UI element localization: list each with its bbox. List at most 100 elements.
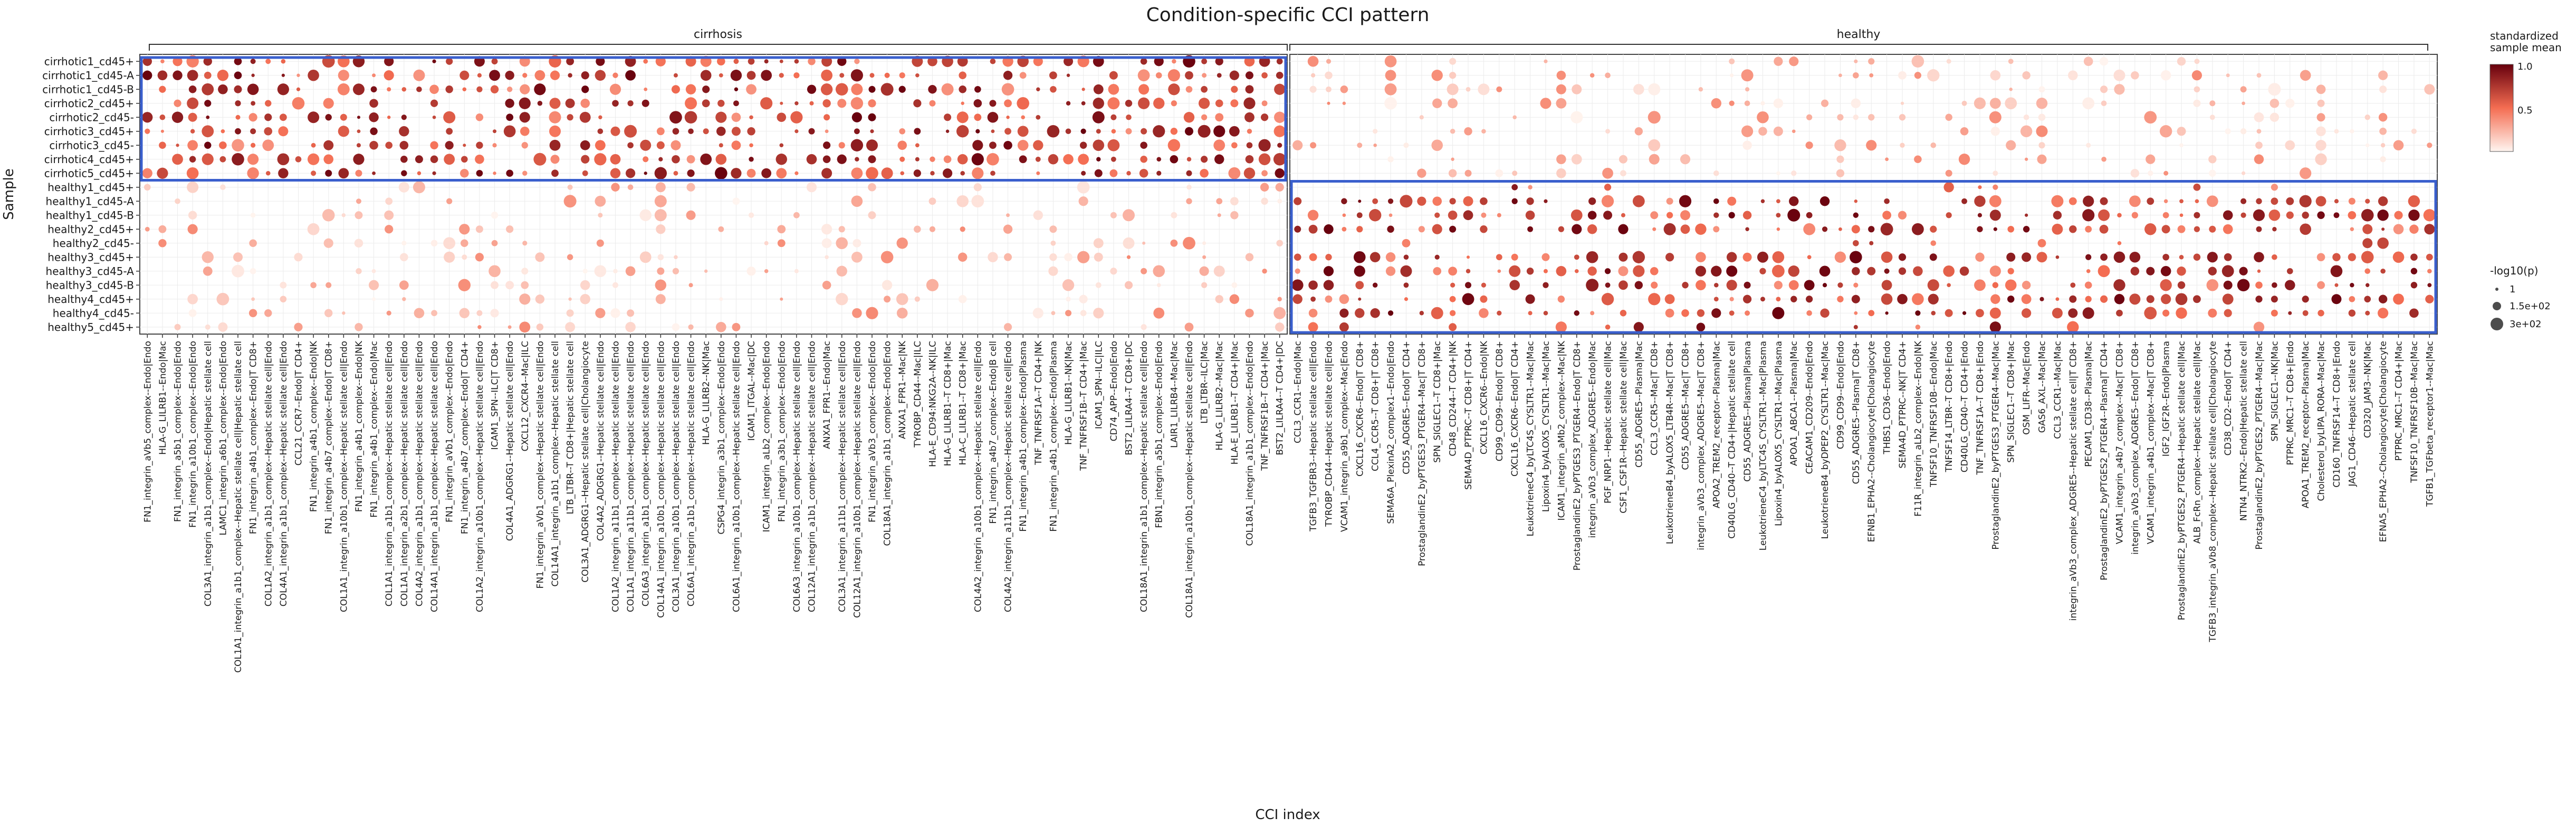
cci-dot [234, 71, 242, 80]
cci-dot [216, 292, 229, 306]
cci-dot [1853, 325, 1858, 329]
x-tick-label: GAS6_AXL--Mac|Mac [2037, 341, 2048, 433]
x-tick-label: COL1A2_integrin_a11b1_complex--Hepatic s… [610, 341, 621, 612]
cci-dot [1943, 265, 1955, 277]
cci-dot [142, 112, 153, 123]
cci-dot [519, 321, 531, 333]
cci-dot [281, 59, 286, 64]
cci-dot [1156, 157, 1162, 162]
cci-dot [1854, 199, 1858, 203]
cci-dot [1481, 129, 1486, 134]
cci-dot [2147, 197, 2154, 205]
cci-dot [746, 168, 756, 178]
cci-dot [1586, 251, 1598, 263]
cci-dot [2254, 252, 2264, 263]
cci-dot [142, 70, 152, 80]
cci-dot [1665, 308, 1674, 318]
x-tick-label: ICAM1_integrin_aLb2_complex--Endo|Endo [762, 341, 772, 532]
cci-dot [775, 154, 787, 165]
cci-dot [732, 322, 741, 331]
cci-dot [2022, 71, 2031, 80]
cci-dot [1757, 251, 1768, 263]
cci-dot [1696, 280, 1706, 291]
cci-dot [2193, 295, 2201, 303]
cci-dot [839, 73, 845, 78]
cci-dot [2086, 142, 2091, 148]
cci-dot [446, 128, 453, 135]
cci-dot [1868, 114, 1875, 121]
cci-dot [1851, 98, 1861, 108]
cci-dot [2316, 126, 2326, 137]
cci-dot [2144, 307, 2157, 320]
cci-dot [868, 211, 876, 220]
x-tick-label: COL1A1_integrin_a10b1_complex--Hepatic s… [339, 341, 349, 612]
cci-dot [2036, 98, 2048, 109]
cci-dot [896, 237, 908, 249]
cci-dot [1431, 70, 1443, 81]
cci-dot [1243, 167, 1256, 179]
cci-dot [627, 184, 634, 191]
cci-dot [357, 129, 361, 134]
cci-dot [1911, 223, 1924, 235]
cci-dot [2286, 268, 2293, 274]
cci-dot [2364, 115, 2370, 120]
cci-dot [353, 154, 365, 165]
cci-dot [1481, 212, 1487, 218]
cci-dot [1960, 127, 1969, 136]
cci-dot [1308, 224, 1318, 234]
cci-dot [430, 141, 438, 149]
cci-dot [1945, 169, 1952, 177]
cci-dot [855, 157, 859, 161]
cci-dot [987, 153, 999, 166]
cci-dot [2191, 70, 2202, 81]
cci-dot [1788, 265, 1799, 277]
cci-dot [731, 140, 741, 150]
x-tick-label: COL14A1_integrin_a1b1_complex--Hepatic s… [550, 341, 561, 587]
cci-dot [159, 141, 166, 149]
cci-dot [717, 100, 725, 107]
cci-dot [2055, 255, 2060, 259]
cci-dot [356, 268, 362, 274]
cci-dot [172, 154, 183, 165]
cci-dot [368, 280, 379, 290]
x-tick-label: CSPG4_integrin_a3b1_complex--Endo|Endo [716, 341, 727, 535]
cci-dot [655, 294, 666, 305]
cci-dot [1466, 269, 1471, 273]
cci-dot [702, 99, 710, 108]
cci-dot [1975, 252, 1985, 262]
cci-dot [294, 253, 303, 262]
cci-dot [1911, 55, 1924, 68]
cci-dot [1572, 224, 1582, 234]
cci-dot [2020, 125, 2033, 137]
cci-dot [1590, 311, 1595, 316]
cci-dot [325, 282, 332, 288]
cci-dot [1342, 213, 1346, 217]
cci-dot [2302, 296, 2309, 303]
cci-dot [1137, 69, 1150, 82]
cci-dot [1571, 111, 1583, 123]
cci-dot [1063, 154, 1074, 165]
cci-dot [1868, 226, 1875, 233]
cci-dot [1004, 128, 1011, 135]
x-tick-label: ALB_FcRn_complex--Hepatic stellate cell|… [2192, 341, 2202, 544]
cci-dot [794, 129, 799, 134]
cci-dot [1806, 310, 1812, 316]
cci-dot [324, 309, 333, 317]
cci-dot [595, 308, 606, 318]
cci-dot [493, 129, 497, 134]
cci-dot [1355, 281, 1364, 290]
cci-dot [764, 241, 769, 245]
cci-dot [2223, 280, 2233, 290]
cci-dot [1093, 84, 1104, 94]
cci-dot [2194, 86, 2200, 93]
cci-dot [1186, 184, 1192, 190]
cci-dot [850, 139, 864, 151]
cci-dot [1745, 310, 1750, 316]
cci-dot [2242, 171, 2246, 175]
cci-dot [2101, 156, 2106, 162]
cci-dot [1543, 310, 1548, 316]
cci-dot [1571, 154, 1582, 165]
cci-dot [1729, 297, 1734, 301]
cci-dot [2285, 140, 2295, 150]
cci-dot [1632, 195, 1645, 207]
